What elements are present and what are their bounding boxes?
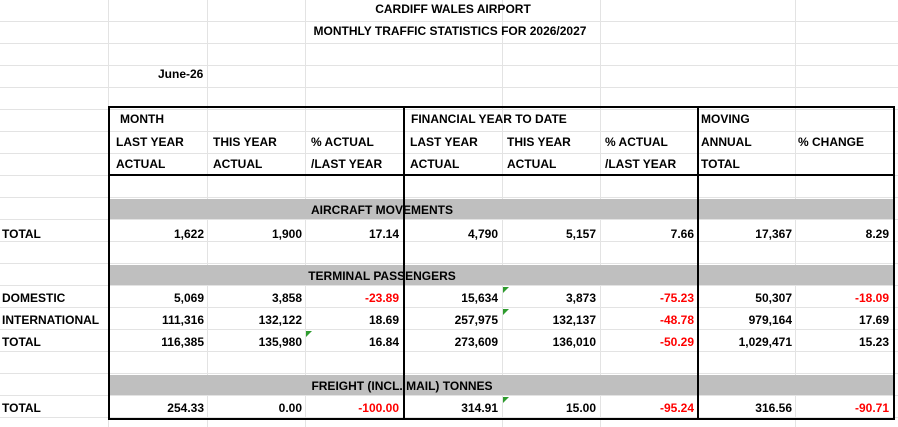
formula-indicator: [306, 331, 312, 337]
value-cell-negative: -95.24: [659, 401, 694, 415]
domestic-label: DOMESTIC: [2, 291, 66, 305]
value-cell: 273,609: [454, 335, 498, 349]
table-border-top: [108, 106, 895, 108]
fytd-pct-header: % ACTUAL: [605, 135, 668, 149]
passengers-band: [109, 265, 894, 285]
moving-header-line3: TOTAL: [701, 157, 740, 171]
value-cell: 7.66: [670, 227, 694, 241]
fytd-pct-sub: /LAST YEAR: [605, 157, 677, 171]
month-last-year-sub: ACTUAL: [116, 157, 166, 171]
month-pct-header: % ACTUAL: [311, 135, 374, 149]
passengers-section-title: TERMINAL PASSENGERS: [308, 269, 456, 283]
value-cell: 316.56: [755, 401, 792, 415]
group-divider: [697, 106, 699, 420]
month-pct-sub: /LAST YEAR: [311, 157, 383, 171]
group-divider: [403, 106, 405, 420]
aircraft-section-title: AIRCRAFT MOVEMENTS: [311, 203, 453, 217]
fytd-group-header: FINANCIAL YEAR TO DATE: [411, 112, 567, 126]
value-cell: 50,307: [755, 291, 792, 305]
value-cell: 1,900: [271, 227, 302, 241]
month-this-year-header: THIS YEAR: [213, 135, 277, 149]
fytd-last-year-sub: ACTUAL: [410, 157, 460, 171]
value-cell-negative: -50.29: [659, 335, 694, 349]
value-cell: 15,634: [461, 291, 498, 305]
month-last-year-header: LAST YEAR: [116, 135, 184, 149]
value-cell: 17.14: [368, 227, 399, 241]
value-cell: 8.29: [865, 227, 889, 241]
value-cell: 132,122: [258, 313, 302, 327]
value-cell: 314.91: [461, 401, 498, 415]
formula-indicator: [503, 287, 509, 293]
value-cell-negative: -48.78: [659, 313, 694, 327]
value-cell: 116,385: [161, 335, 204, 349]
value-cell: 136,010: [552, 335, 596, 349]
freight-total-label: TOTAL: [2, 401, 41, 415]
table-border-left: [108, 106, 110, 420]
fytd-this-year-sub: ACTUAL: [507, 157, 557, 171]
value-cell: 132,137: [552, 313, 596, 327]
fytd-this-year-header: THIS YEAR: [507, 135, 571, 149]
month-group-header: MONTH: [120, 112, 164, 126]
value-cell: 15.00: [565, 401, 596, 415]
aircraft-total-label: TOTAL: [2, 227, 41, 241]
value-cell: 18.69: [368, 313, 399, 327]
value-cell: 111,316: [161, 313, 204, 327]
value-cell: 257,975: [454, 313, 498, 327]
table-border-right: [893, 106, 895, 420]
value-cell: 5,069: [173, 291, 204, 305]
value-cell: 1,029,471: [738, 335, 792, 349]
value-cell: 0.00: [278, 401, 302, 415]
moving-header-line2: ANNUAL: [701, 135, 752, 149]
value-cell-negative: -90.71: [854, 401, 889, 415]
value-cell-negative: -18.09: [854, 291, 889, 305]
value-cell: 254.33: [167, 401, 204, 415]
value-cell: 17.69: [858, 313, 889, 327]
formula-indicator: [503, 397, 509, 403]
aircraft-band: [109, 199, 894, 219]
value-cell: 17,367: [755, 227, 792, 241]
freight-section-title: FREIGHT (INCL. MAIL) TONNES: [311, 379, 493, 393]
formula-indicator: [503, 309, 509, 315]
header-divider: [108, 174, 895, 176]
value-cell: 5,157: [565, 227, 596, 241]
value-cell: 16.84: [368, 335, 399, 349]
international-label: INTERNATIONAL: [2, 313, 100, 327]
value-cell: 3,858: [271, 291, 302, 305]
value-cell: 4,790: [467, 227, 498, 241]
moving-header-line1: MOVING: [701, 112, 750, 126]
report-title: CARDIFF WALES AIRPORT: [375, 2, 531, 16]
report-period: June-26: [158, 67, 204, 81]
moving-pct-header: % CHANGE: [798, 135, 865, 149]
value-cell: 15.23: [858, 335, 889, 349]
passengers-total-label: TOTAL: [2, 335, 41, 349]
value-cell: 135,980: [258, 335, 302, 349]
fytd-last-year-header: LAST YEAR: [410, 135, 478, 149]
value-cell-negative: -23.89: [364, 291, 399, 305]
value-cell-negative: -75.23: [659, 291, 694, 305]
value-cell: 3,873: [565, 291, 596, 305]
table-border-bottom: [108, 418, 895, 420]
value-cell: 1,622: [173, 227, 204, 241]
value-cell-negative: -100.00: [358, 401, 399, 415]
value-cell: 979,164: [748, 313, 792, 327]
report-subtitle: MONTHLY TRAFFIC STATISTICS FOR 2026/2027: [313, 24, 587, 38]
month-this-year-sub: ACTUAL: [213, 157, 263, 171]
